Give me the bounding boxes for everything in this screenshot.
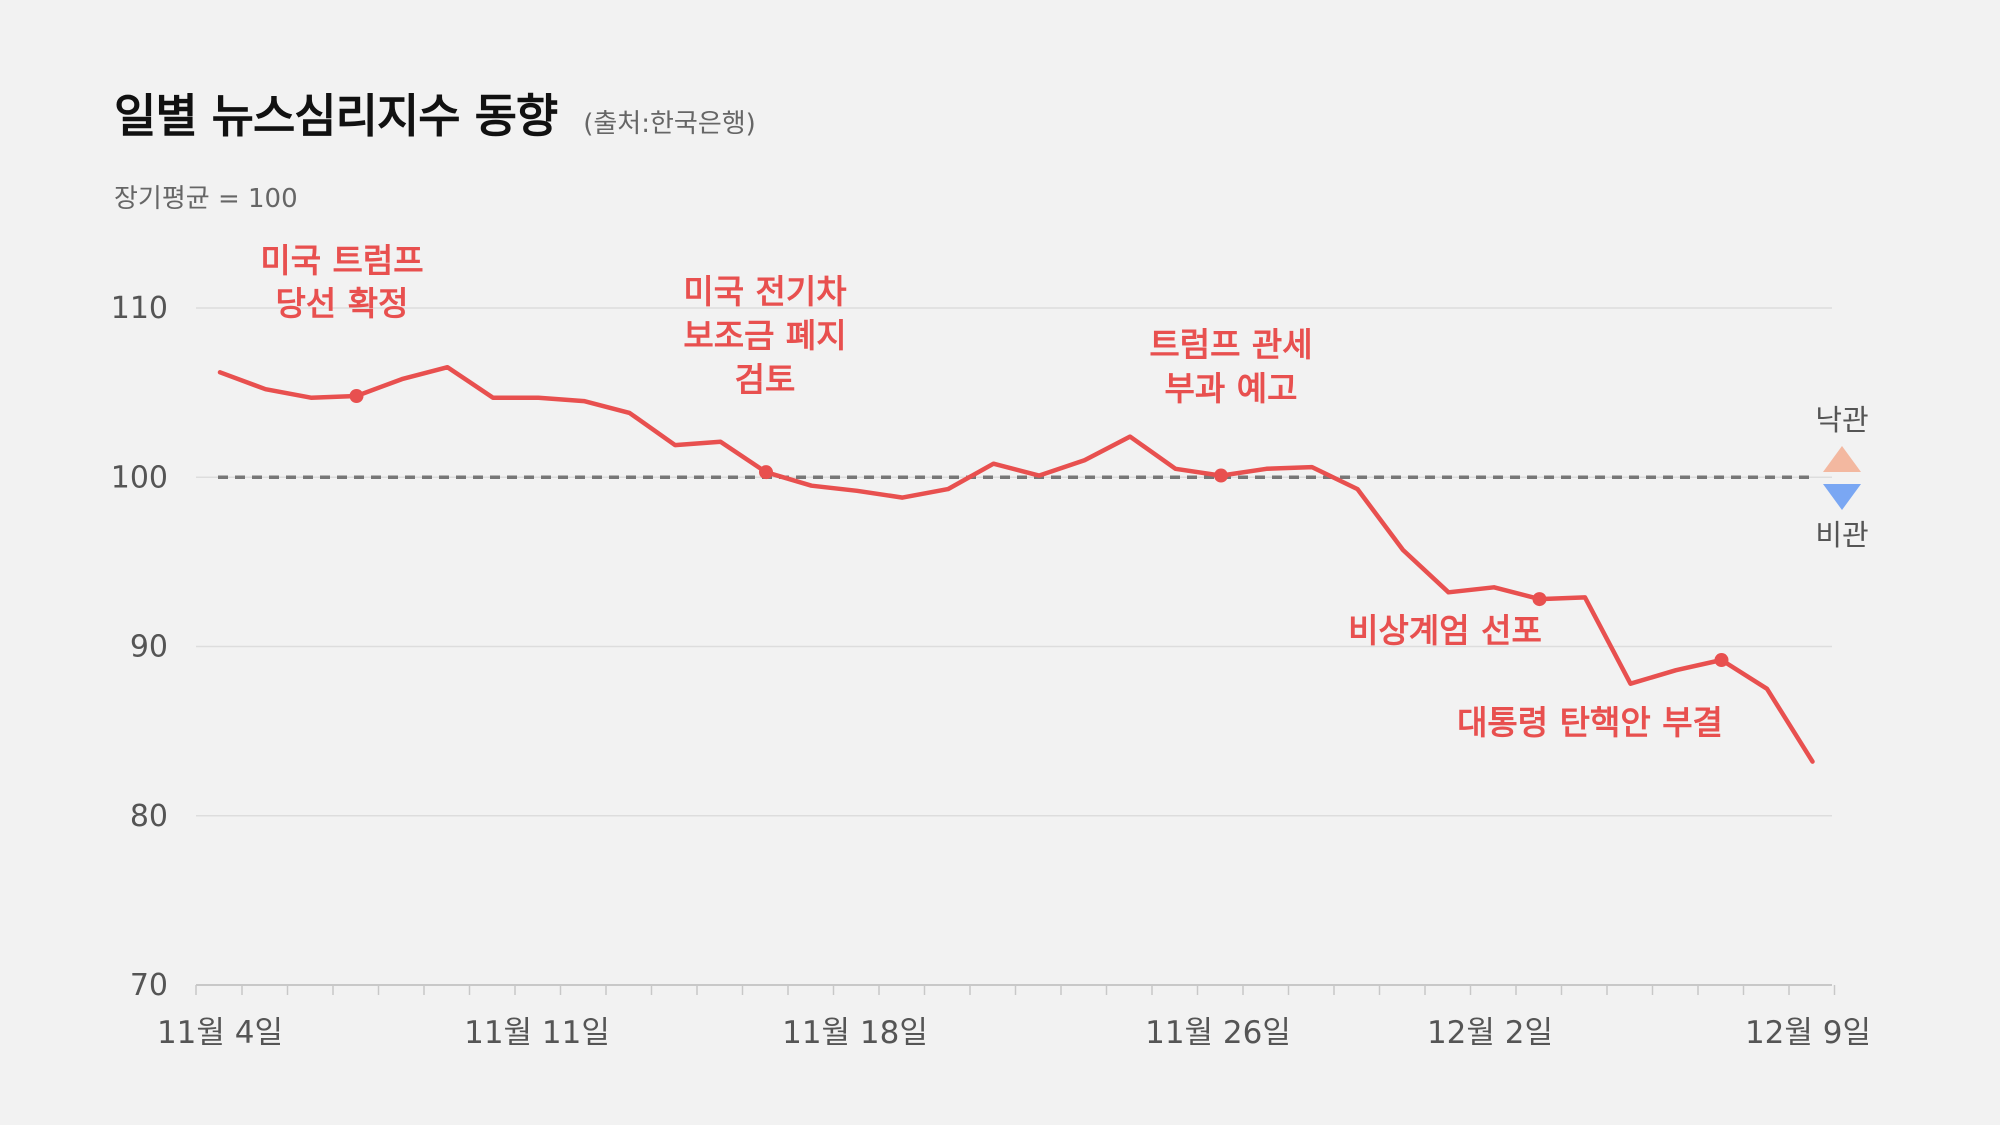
y-tick-label: 100 <box>111 460 168 495</box>
annotation-label: 미국 트럼프 <box>260 241 423 280</box>
annotation-label: 부과 예고 <box>1165 369 1298 408</box>
annotation-marker <box>1214 468 1228 483</box>
annotation-marker <box>1532 592 1547 607</box>
chart-title: 일별 뉴스심리지수 동향 <box>114 89 558 143</box>
annotation-label: 대통령 탄핵안 부결 <box>1457 703 1723 742</box>
annotation-label: 미국 전기차 <box>683 272 847 311</box>
x-tick-label: 11월 18일 <box>782 1015 928 1051</box>
x-tick-label: 11월 4일 <box>157 1015 283 1051</box>
legend-pessimism-label: 비관 <box>1815 518 1868 552</box>
pessimism-triangle-icon <box>1823 484 1861 510</box>
y-tick-label: 110 <box>111 291 168 326</box>
annotation-label: 검토 <box>735 360 796 399</box>
optimism-triangle-icon <box>1823 446 1861 472</box>
y-tick-label: 80 <box>130 799 168 834</box>
chart-source: (출처:한국은행) <box>583 109 756 139</box>
annotation-marker <box>759 465 773 480</box>
annotation-marker <box>1714 653 1729 668</box>
title-row: 일별 뉴스심리지수 동향 (출처:한국은행) <box>114 80 756 146</box>
legend-optimism-label: 낙관 <box>1815 403 1868 437</box>
y-tick-label: 70 <box>130 968 168 1003</box>
annotation-marker <box>349 389 364 404</box>
annotation-label: 트럼프 관세 <box>1149 325 1312 364</box>
annotation-label: 당선 확정 <box>276 284 409 323</box>
x-tick-label: 11월 11일 <box>464 1015 610 1051</box>
x-tick-label: 12월 9일 <box>1745 1015 1871 1051</box>
x-tick-label: 12월 2일 <box>1427 1015 1553 1051</box>
chart-subtitle: 장기평균 = 100 <box>114 184 298 214</box>
y-tick-label: 90 <box>130 630 168 665</box>
annotation-label: 비상계엄 선포 <box>1348 611 1542 650</box>
series-line <box>217 364 1815 764</box>
x-tick-label: 11월 26일 <box>1145 1015 1291 1051</box>
annotation-label: 보조금 폐지 <box>683 316 846 355</box>
